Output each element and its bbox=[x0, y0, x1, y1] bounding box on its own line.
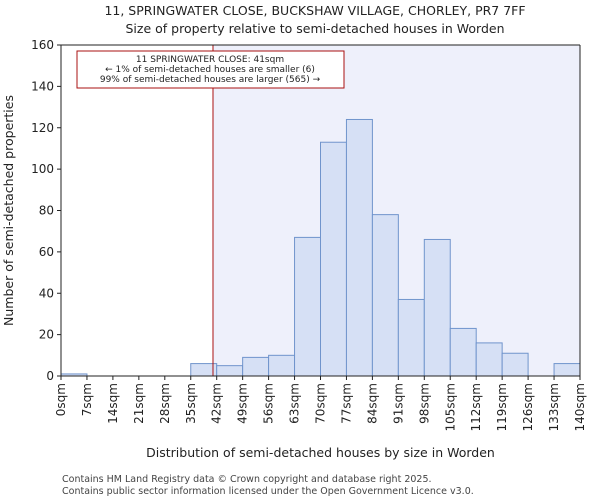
annotation-line-2: ← 1% of semi-detached houses are smaller… bbox=[105, 65, 315, 75]
x-tick-label: 112sqm bbox=[469, 383, 483, 431]
y-tick-label: 0 bbox=[46, 369, 54, 383]
y-tick-label: 160 bbox=[31, 38, 54, 52]
x-tick-label: 140sqm bbox=[573, 383, 587, 431]
y-tick-label: 100 bbox=[31, 162, 54, 176]
bar-70sqm bbox=[320, 141, 347, 377]
y-tick-label: 120 bbox=[31, 121, 54, 135]
x-tick-label: 105sqm bbox=[443, 383, 457, 431]
bar-42sqm bbox=[216, 365, 244, 377]
annotation-line-3: 99% of semi-detached houses are larger (… bbox=[100, 75, 321, 85]
y-tick-label: 40 bbox=[39, 286, 54, 300]
y-ticks-group: 0 20 40 60 80 100 120 140 160 bbox=[31, 38, 61, 383]
x-tick-label: 70sqm bbox=[314, 383, 328, 424]
chart-title: 11, SPRINGWATER CLOSE, BUCKSHAW VILLAGE,… bbox=[104, 3, 525, 18]
bar-77sqm bbox=[345, 118, 373, 377]
x-tick-label: 49sqm bbox=[236, 383, 250, 424]
x-tick-label: 91sqm bbox=[391, 383, 405, 424]
bar-119sqm bbox=[501, 352, 529, 377]
bar-105sqm bbox=[449, 327, 477, 377]
bar-133sqm bbox=[553, 363, 581, 377]
x-tick-label: 21sqm bbox=[132, 383, 146, 424]
footer-line-1: Contains HM Land Registry data © Crown c… bbox=[62, 474, 432, 485]
bar-98sqm bbox=[423, 238, 451, 377]
x-tick-label: 35sqm bbox=[184, 383, 198, 424]
annotation-line-1: 11 SPRINGWATER CLOSE: 41sqm bbox=[136, 55, 284, 65]
annotation-box: 11 SPRINGWATER CLOSE: 41sqm ← 1% of semi… bbox=[76, 50, 345, 89]
y-tick-label: 20 bbox=[39, 328, 54, 342]
x-tick-label: 7sqm bbox=[80, 383, 94, 416]
x-tick-label: 14sqm bbox=[106, 383, 120, 424]
x-tick-label: 28sqm bbox=[158, 383, 172, 424]
x-axis-label: Distribution of semi-detached houses by … bbox=[146, 445, 495, 460]
x-tick-label: 42sqm bbox=[210, 383, 224, 424]
footer-line-2: Contains public sector information licen… bbox=[62, 486, 474, 497]
x-ticks-group: 0sqm 7sqm 14sqm 21sqm 28sqm 35sqm 42sqm 49sqm 56… bbox=[54, 376, 587, 431]
bar-63sqm bbox=[294, 236, 321, 377]
annotation-frame bbox=[76, 50, 345, 89]
x-tick-label: 126sqm bbox=[521, 383, 535, 431]
bar-56sqm bbox=[268, 354, 296, 377]
bar-91sqm bbox=[397, 298, 425, 377]
x-tick-label: 0sqm bbox=[54, 383, 68, 416]
x-tick-label: 119sqm bbox=[495, 383, 509, 431]
bar-49sqm bbox=[242, 356, 270, 377]
x-tick-label: 133sqm bbox=[547, 383, 561, 431]
x-tick-label: 77sqm bbox=[339, 383, 353, 424]
x-tick-label: 56sqm bbox=[262, 383, 276, 424]
bar-112sqm bbox=[475, 342, 503, 377]
x-tick-label: 63sqm bbox=[288, 383, 302, 424]
y-tick-label: 140 bbox=[31, 79, 54, 93]
bar-84sqm bbox=[371, 214, 399, 377]
y-axis-label: Number of semi-detached properties bbox=[1, 95, 16, 326]
chart-subtitle: Size of property relative to semi-detach… bbox=[125, 21, 504, 36]
x-tick-label: 84sqm bbox=[365, 383, 379, 424]
y-tick-label: 60 bbox=[39, 245, 54, 259]
bars-group bbox=[60, 118, 581, 377]
x-tick-label: 98sqm bbox=[417, 383, 431, 424]
y-tick-label: 80 bbox=[39, 204, 54, 218]
